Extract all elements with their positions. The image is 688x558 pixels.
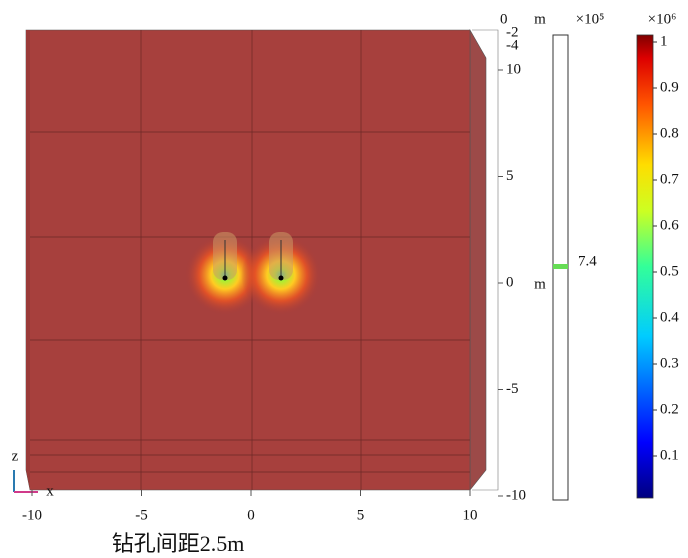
colorbar-tick-label: 0.4 xyxy=(660,309,679,325)
x-tick-label: 0 xyxy=(247,507,255,523)
colorbar-tick-label: 0.5 xyxy=(660,263,679,279)
range-multiplier: ×10⁵ xyxy=(576,11,605,27)
range-marker-label: 7.4 xyxy=(578,253,597,269)
y-unit: m xyxy=(534,11,546,27)
caption: 钻孔间距2.5m xyxy=(112,531,245,556)
volume xyxy=(26,30,498,490)
colorbar-tick-label: 0.7 xyxy=(660,171,679,187)
colorbar xyxy=(637,35,653,498)
x-tick-label: -10 xyxy=(22,507,42,523)
z-tick-label: 5 xyxy=(506,168,514,184)
z-tick-label: 0 xyxy=(506,274,514,290)
y-tick-label: -4 xyxy=(506,37,519,53)
colorbar-tick-label: 0.1 xyxy=(660,447,679,463)
colorbar-tick-label: 0.6 xyxy=(660,217,679,233)
figure: z x m m ×10⁵ ×10⁶ 钻孔间距2.5m -10-505101050… xyxy=(0,0,688,558)
colorbar-tick-label: 0.2 xyxy=(660,401,679,417)
colorbar-tick-label: 0.3 xyxy=(660,355,679,371)
triad-z: z xyxy=(12,448,19,464)
x-tick-label: 5 xyxy=(357,507,365,523)
x-tick-label: 10 xyxy=(463,507,478,523)
z-tick-label: 10 xyxy=(506,61,521,77)
z-unit: m xyxy=(534,276,546,292)
z-tick-label: -10 xyxy=(506,487,526,503)
colorbar-tick-label: 0.8 xyxy=(660,125,679,141)
x-tick-label: -5 xyxy=(135,507,148,523)
colorbar-multiplier: ×10⁶ xyxy=(648,11,677,27)
colorbar-tick-label: 1 xyxy=(660,33,668,49)
range-marker xyxy=(553,264,568,269)
colorbar-tick-label: 0.9 xyxy=(660,79,679,95)
triad-x: x xyxy=(46,483,54,499)
z-tick-label: -5 xyxy=(506,381,519,397)
